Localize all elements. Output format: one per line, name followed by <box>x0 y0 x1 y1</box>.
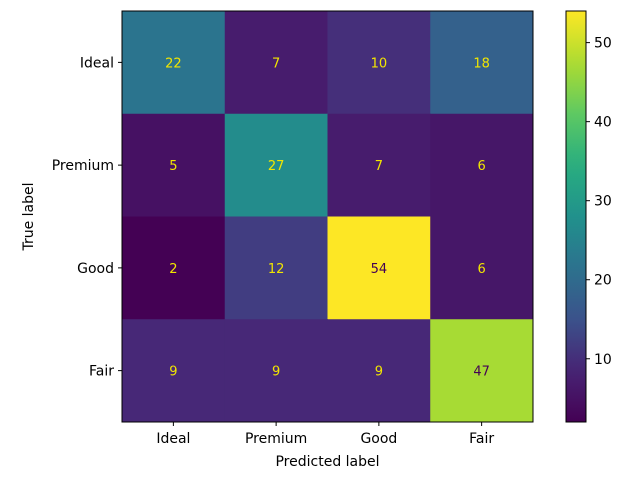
cell-r2-c1 <box>224 216 328 320</box>
cell-label-r2-c0: 2 <box>169 262 177 277</box>
cell-r2-c2 <box>327 216 431 320</box>
cell-r2-c3 <box>430 216 534 320</box>
cell-label-r0-c2: 10 <box>371 56 388 71</box>
cell-label-r1-c0: 5 <box>169 159 177 174</box>
colorbar-tick-label-0: 10 <box>594 352 612 368</box>
cell-label-r2-c1: 12 <box>268 262 285 277</box>
y-tick-label-1: Premium <box>52 158 114 174</box>
x-axis-label: Predicted label <box>275 454 379 470</box>
plot-frame <box>121 10 534 423</box>
colorbar-tick-label-1: 20 <box>594 273 612 289</box>
cell-label-r2-c3: 6 <box>477 262 485 277</box>
colorbar-tick-label-2: 30 <box>594 194 612 210</box>
cell-r3-c3 <box>430 319 534 423</box>
y-tick-label-2: Good <box>77 261 114 277</box>
colorbar-ticks: 10 20 30 40 50 <box>586 36 612 368</box>
cell-r2-c0 <box>122 216 226 320</box>
heatmap-cells <box>122 11 534 423</box>
x-tick-label-1: Premium <box>245 431 307 447</box>
y-tick-label-3: Fair <box>89 364 114 380</box>
cell-label-r1-c2: 7 <box>375 159 383 174</box>
cell-r0-c3 <box>430 11 534 115</box>
cell-label-r3-c0: 9 <box>169 365 177 380</box>
cell-r0-c0 <box>122 11 226 115</box>
y-axis-ticks: Ideal Premium Good Fair <box>52 55 122 380</box>
cell-label-r0-c0: 22 <box>165 56 182 71</box>
cell-r3-c1 <box>224 319 328 423</box>
x-tick-label-2: Good <box>360 431 397 447</box>
cell-label-r3-c1: 9 <box>272 365 280 380</box>
cell-r1-c2 <box>327 113 431 217</box>
cell-label-r1-c3: 6 <box>477 159 485 174</box>
cell-label-r0-c3: 18 <box>473 56 490 71</box>
colorbar-tick-label-3: 40 <box>594 115 612 131</box>
cell-r1-c1 <box>224 113 328 217</box>
cell-r1-c0 <box>122 113 226 217</box>
cell-r3-c0 <box>122 319 226 423</box>
cell-label-r1-c1: 27 <box>268 159 285 174</box>
cell-label-r2-c2: 54 <box>371 262 388 277</box>
cell-label-r3-c3: 47 <box>473 365 490 380</box>
heatmap-cell-labels: 22 7 10 18 5 27 7 6 2 12 54 6 9 9 9 47 <box>165 56 490 379</box>
cell-label-r0-c1: 7 <box>272 56 280 71</box>
cell-r3-c2 <box>327 319 431 423</box>
cell-r0-c2 <box>327 11 431 115</box>
colorbar <box>565 10 587 423</box>
y-tick-label-0: Ideal <box>80 55 114 71</box>
colorbar-tick-label-4: 50 <box>594 36 612 52</box>
y-axis-label: True label <box>21 182 37 251</box>
cell-r0-c1 <box>224 11 328 115</box>
x-tick-label-0: Ideal <box>156 431 190 447</box>
x-axis-ticks: Ideal Premium Good Fair <box>156 422 494 447</box>
x-tick-label-3: Fair <box>469 431 494 447</box>
cell-r1-c3 <box>430 113 534 217</box>
cell-label-r3-c2: 9 <box>375 365 383 380</box>
